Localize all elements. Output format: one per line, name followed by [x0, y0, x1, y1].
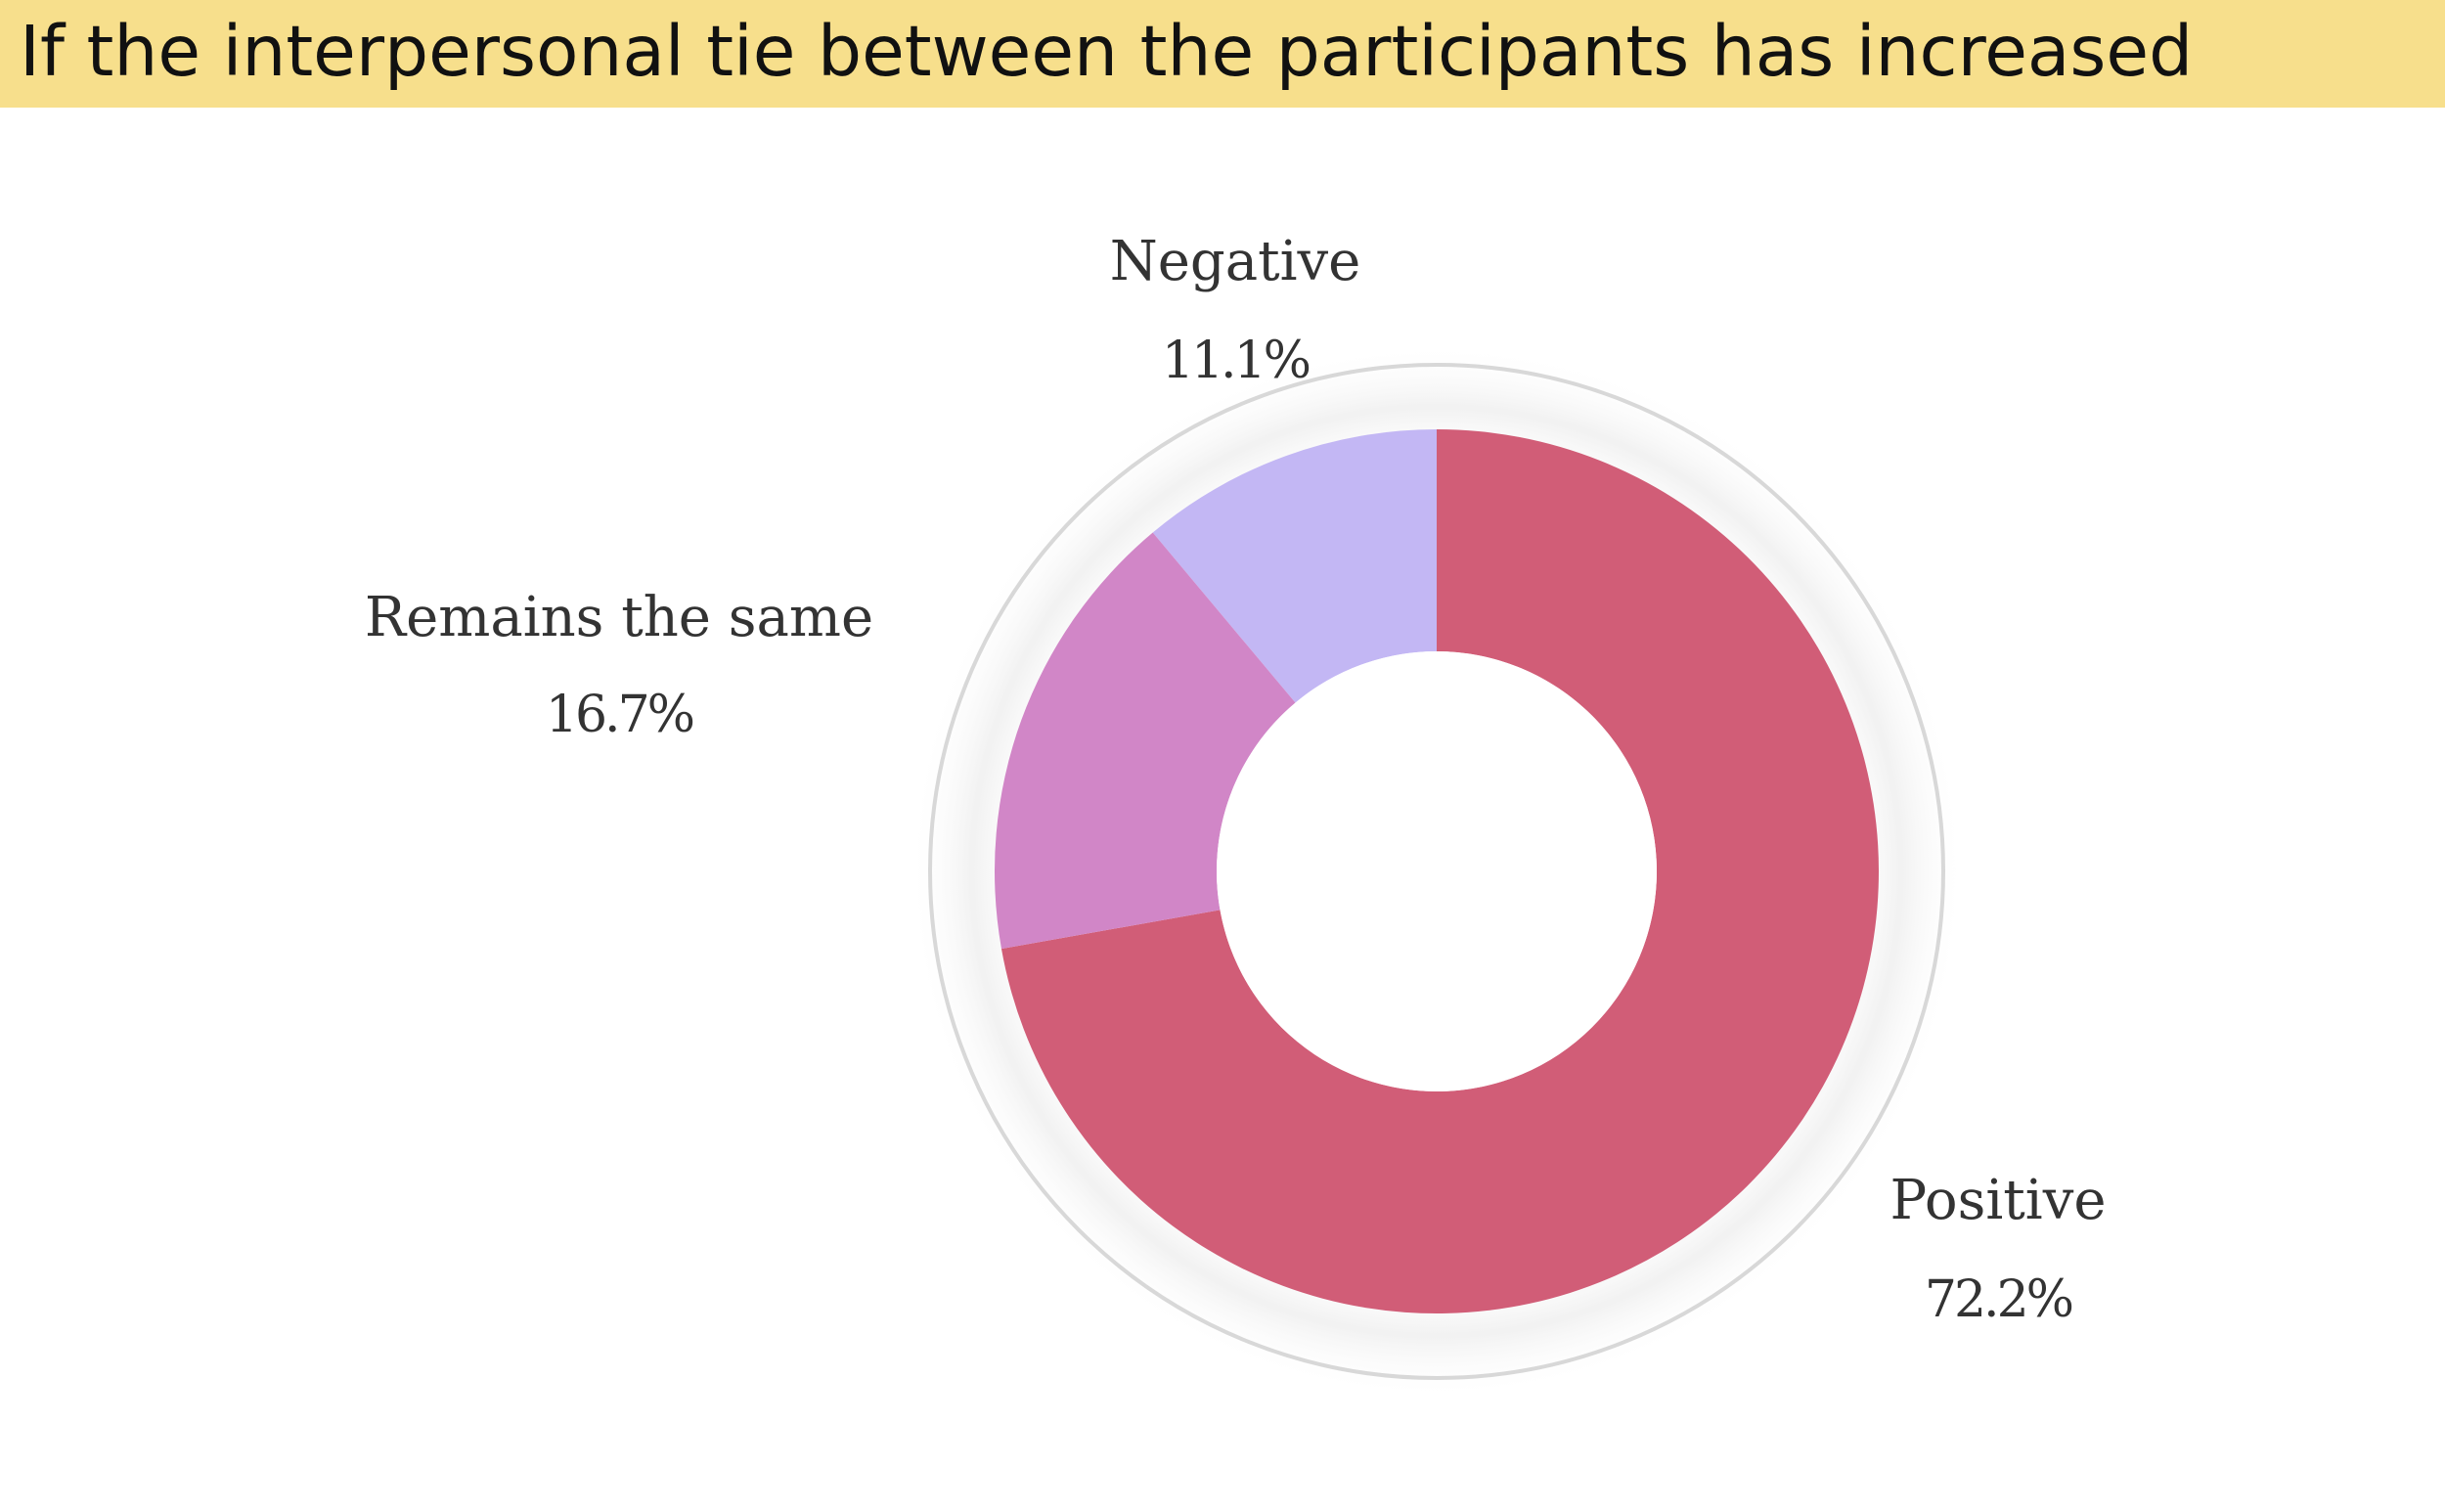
- slice-label-remains-the-same: Remains the same: [365, 586, 873, 649]
- slice-label-negative: Negative: [1110, 230, 1361, 293]
- slice-value-positive: 72.2%: [1925, 1270, 2072, 1329]
- slice-remains-the-same: [995, 532, 1296, 950]
- slice-value-remains-the-same: 16.7%: [546, 686, 693, 744]
- slice-label-positive: Positive: [1890, 1169, 2107, 1232]
- slices: [995, 429, 1879, 1313]
- title-bar: If the interpersonal tie between the par…: [0, 0, 2445, 108]
- slice-positive: [1000, 429, 1879, 1313]
- halo-ring: [928, 363, 1945, 1380]
- chart-title: If the interpersonal tie between the par…: [20, 11, 2194, 92]
- slice-negative: [1152, 429, 1437, 703]
- donut-hole: [1217, 651, 1657, 1091]
- slice-value-negative: 11.1%: [1162, 332, 1310, 390]
- slice-labels: Negative 11.1% Positive 72.2% Remains the sa…: [365, 230, 2107, 1329]
